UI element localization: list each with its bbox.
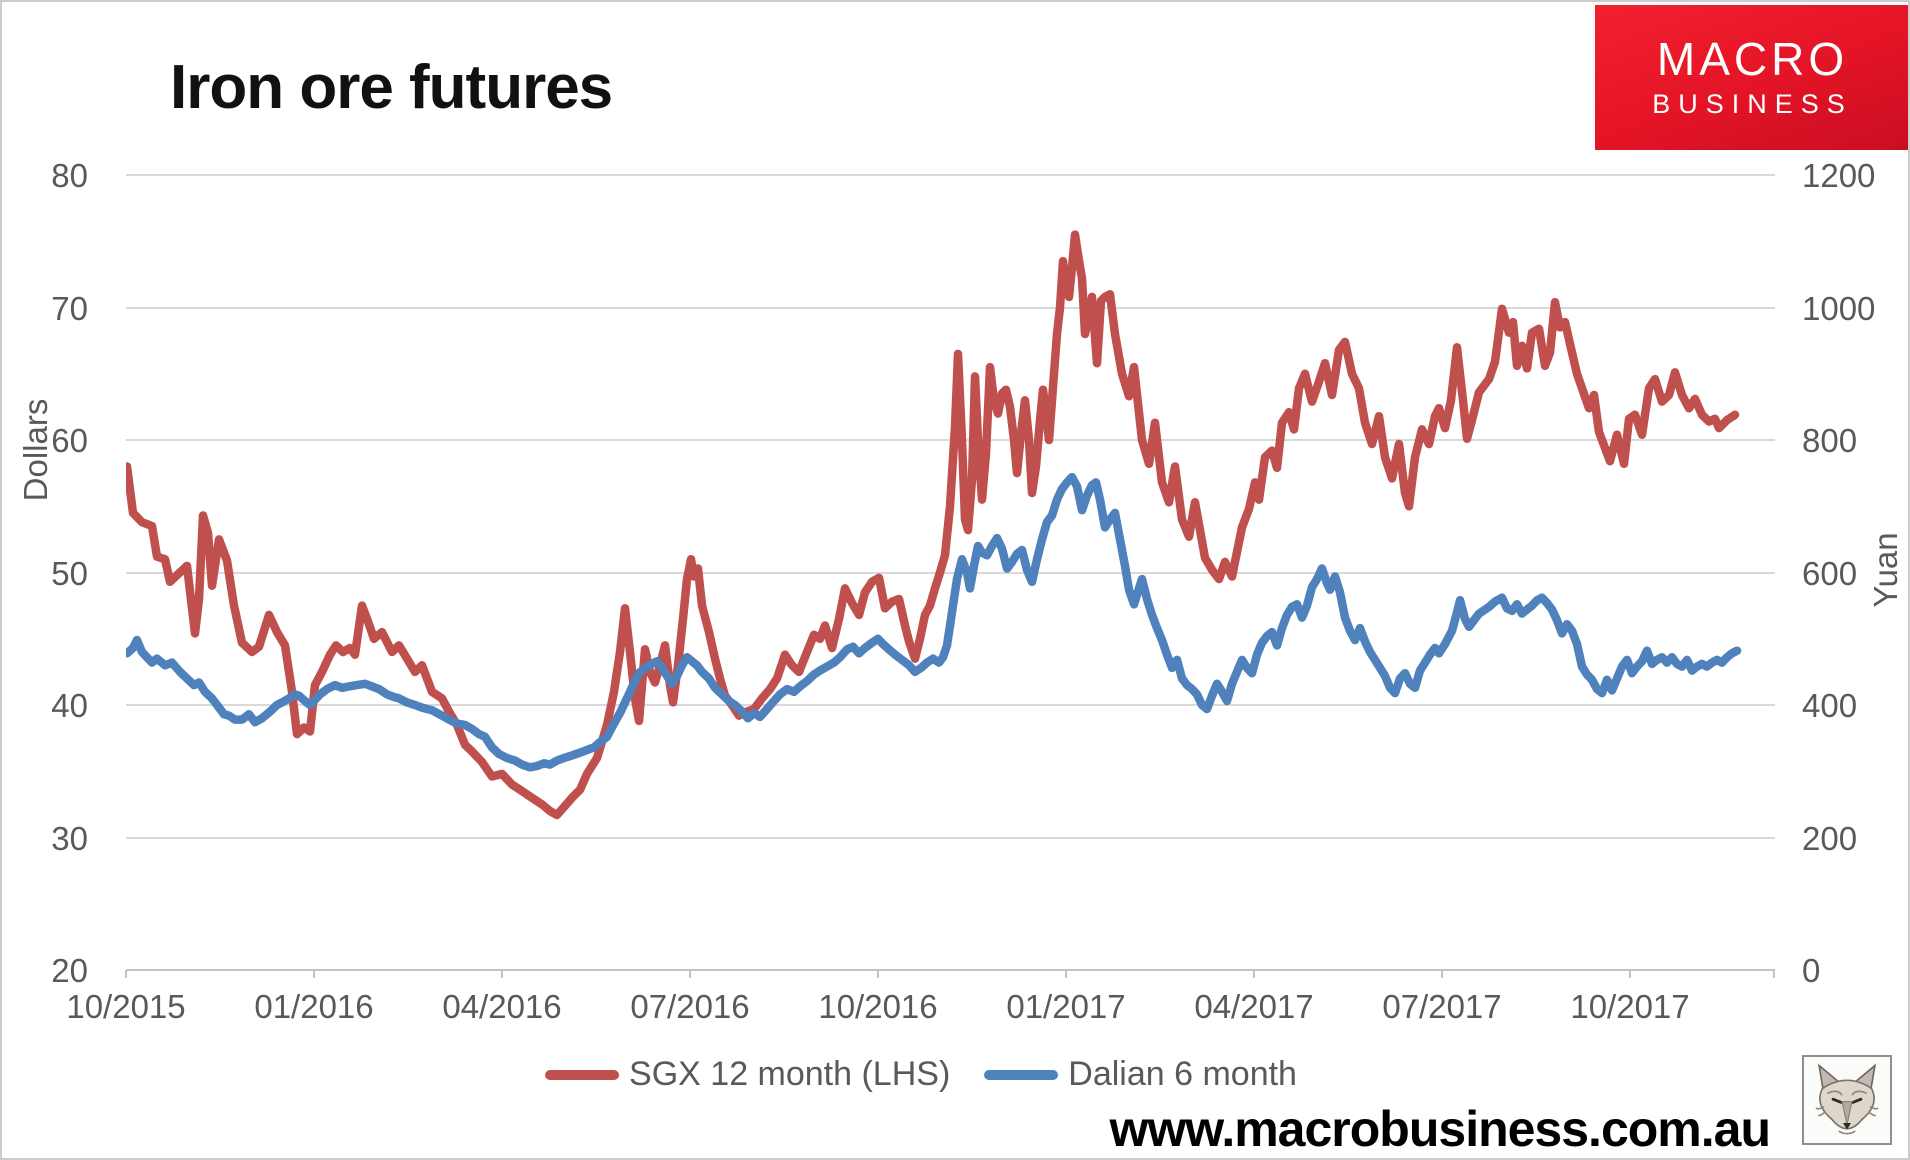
fox-icon xyxy=(1815,1063,1879,1135)
gridline xyxy=(126,836,1775,839)
x-axis-tick xyxy=(1065,970,1067,978)
x-axis-tick xyxy=(1773,970,1775,978)
x-axis-tick xyxy=(1629,970,1631,978)
x-axis-tick xyxy=(501,970,503,978)
legend-marker xyxy=(984,1069,1059,1080)
legend-marker xyxy=(545,1069,620,1080)
x-axis-tick-label: 07/2017 xyxy=(1382,988,1502,1025)
x-axis-tick-label: 10/2015 xyxy=(66,988,186,1025)
left-axis-tick-label: 50 xyxy=(51,554,88,592)
left-axis-tick-label: 80 xyxy=(51,157,88,194)
right-axis-tick-label: 1200 xyxy=(1802,157,1876,194)
plot-area xyxy=(125,174,1775,978)
series-line-left xyxy=(126,230,1740,820)
legend-item: SGX 12 month (LHS) xyxy=(545,1055,950,1094)
website-text: www.macrobusiness.com.au xyxy=(1109,1101,1771,1157)
left-axis-tick-label: 60 xyxy=(51,422,88,459)
right-axis-tick-label: 200 xyxy=(1802,819,1858,857)
gridline xyxy=(126,174,1775,176)
x-axis-tick xyxy=(125,970,127,978)
legend-item: Dalian 6 month xyxy=(984,1055,1297,1094)
right-axis-tick-label: 0 xyxy=(1802,952,1821,989)
line-series-plot xyxy=(126,230,1742,820)
logo-text-business: BUSINESS xyxy=(1652,89,1853,120)
left-axis-tick-label: 20 xyxy=(51,952,88,989)
x-axis-tick xyxy=(689,970,691,978)
x-axis-tick-label: 07/2016 xyxy=(630,988,750,1025)
page-title: Iron ore futures xyxy=(170,53,613,122)
x-axis-tick-label: 01/2017 xyxy=(1006,988,1126,1025)
logo-text-macro: MACRO xyxy=(1656,32,1849,85)
left-axis-tick-label: 40 xyxy=(51,687,88,724)
x-axis-tick xyxy=(877,970,879,978)
chart-legend: SGX 12 month (LHS) Dalian 6 month xyxy=(545,1055,1297,1094)
right-axis-tick-label: 1000 xyxy=(1802,289,1876,327)
left-axis-tick-label: 30 xyxy=(51,819,88,857)
gridline xyxy=(126,306,1775,309)
macrobusiness-logo: MACRO BUSINESS xyxy=(1595,5,1908,150)
x-axis-tick-label: 01/2016 xyxy=(254,988,374,1025)
right-axis-tick-label: 600 xyxy=(1802,554,1858,592)
x-axis-tick-label: 10/2017 xyxy=(1570,988,1690,1025)
x-axis-tick-label: 04/2016 xyxy=(442,988,562,1025)
x-axis-tick xyxy=(313,970,315,978)
gridline xyxy=(126,571,1775,574)
x-axis-tick-label: 10/2016 xyxy=(818,988,938,1025)
series-line-right xyxy=(126,472,1742,772)
x-axis-tick xyxy=(1253,970,1255,978)
legend-label: SGX 12 month (LHS) xyxy=(629,1055,951,1093)
fox-logo-box xyxy=(1802,1055,1892,1145)
legend-label: Dalian 6 month xyxy=(1068,1055,1297,1093)
left-axis-tick-label: 70 xyxy=(51,289,88,327)
right-axis-tick-label: 800 xyxy=(1802,422,1858,459)
x-axis-tick xyxy=(1441,970,1443,978)
right-axis-tick-label: 400 xyxy=(1802,687,1858,724)
x-axis-line xyxy=(126,969,1775,971)
gridline xyxy=(126,704,1775,706)
x-axis-tick-label: 04/2017 xyxy=(1194,988,1314,1025)
